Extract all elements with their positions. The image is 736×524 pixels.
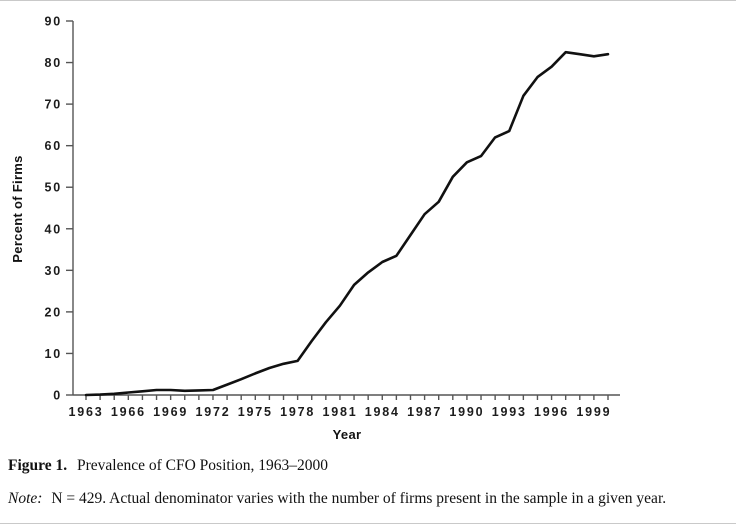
y-tick-label: 70 (44, 98, 62, 112)
y-tick-label: 40 (44, 222, 62, 236)
axes (72, 21, 620, 396)
y-tick-label: 80 (44, 56, 62, 70)
y-tick-label: 90 (44, 15, 62, 29)
figure-note: Note: N = 429. Actual denominator varies… (8, 490, 666, 508)
y-axis-ticks: 0 10 20 30 40 50 60 70 80 90 (44, 15, 73, 403)
figure-caption: Figure 1. Prevalence of CFO Position, 19… (8, 457, 328, 475)
x-tick-label: 1978 (280, 405, 315, 419)
x-tick-label: 1999 (576, 405, 611, 419)
y-axis-title: Percent of Firms (10, 155, 25, 262)
y-tick-label: 0 (53, 389, 62, 403)
y-tick-label: 60 (44, 139, 62, 153)
y-tick-label: 30 (44, 264, 62, 278)
x-tick-label: 1981 (322, 405, 357, 419)
x-tick-label: 1972 (195, 405, 230, 419)
y-tick-label: 10 (44, 347, 62, 361)
cfo-prevalence-chart: 0 10 20 30 40 50 60 70 80 90 1963 1966 1969 1972 1975… (0, 1, 736, 447)
data-series (84, 50, 610, 397)
x-tick-label: 1987 (407, 405, 442, 419)
x-tick-label: 1996 (534, 405, 569, 419)
x-tick-label: 1966 (111, 405, 146, 419)
figure-caption-text: Prevalence of CFO Position, 1963–2000 (77, 457, 328, 474)
x-tick-label: 1975 (238, 405, 273, 419)
figure-caption-label: Figure 1. (8, 457, 68, 474)
line-chart-canvas: 0 10 20 30 40 50 60 70 80 90 1963 1966 1969 1972 1975… (10, 15, 620, 442)
x-tick-label: 1990 (449, 405, 484, 419)
x-tick-label: 1993 (492, 405, 527, 419)
figure-note-label: Note: (8, 490, 43, 507)
x-axis-title: Year (333, 427, 362, 442)
y-tick-label: 50 (44, 181, 62, 195)
x-tick-label: 1969 (153, 405, 188, 419)
x-tick-label: 1984 (365, 405, 400, 419)
y-tick-label: 20 (44, 305, 62, 319)
cfo-prevalence-line (84, 50, 610, 397)
figure-note-text: N = 429. Actual denominator varies with … (51, 490, 667, 507)
x-axis-ticks: 1963 1966 1969 1972 1975 1978 1981 1984 1987 1990… (68, 395, 611, 419)
x-tick-label: 1963 (68, 405, 103, 419)
